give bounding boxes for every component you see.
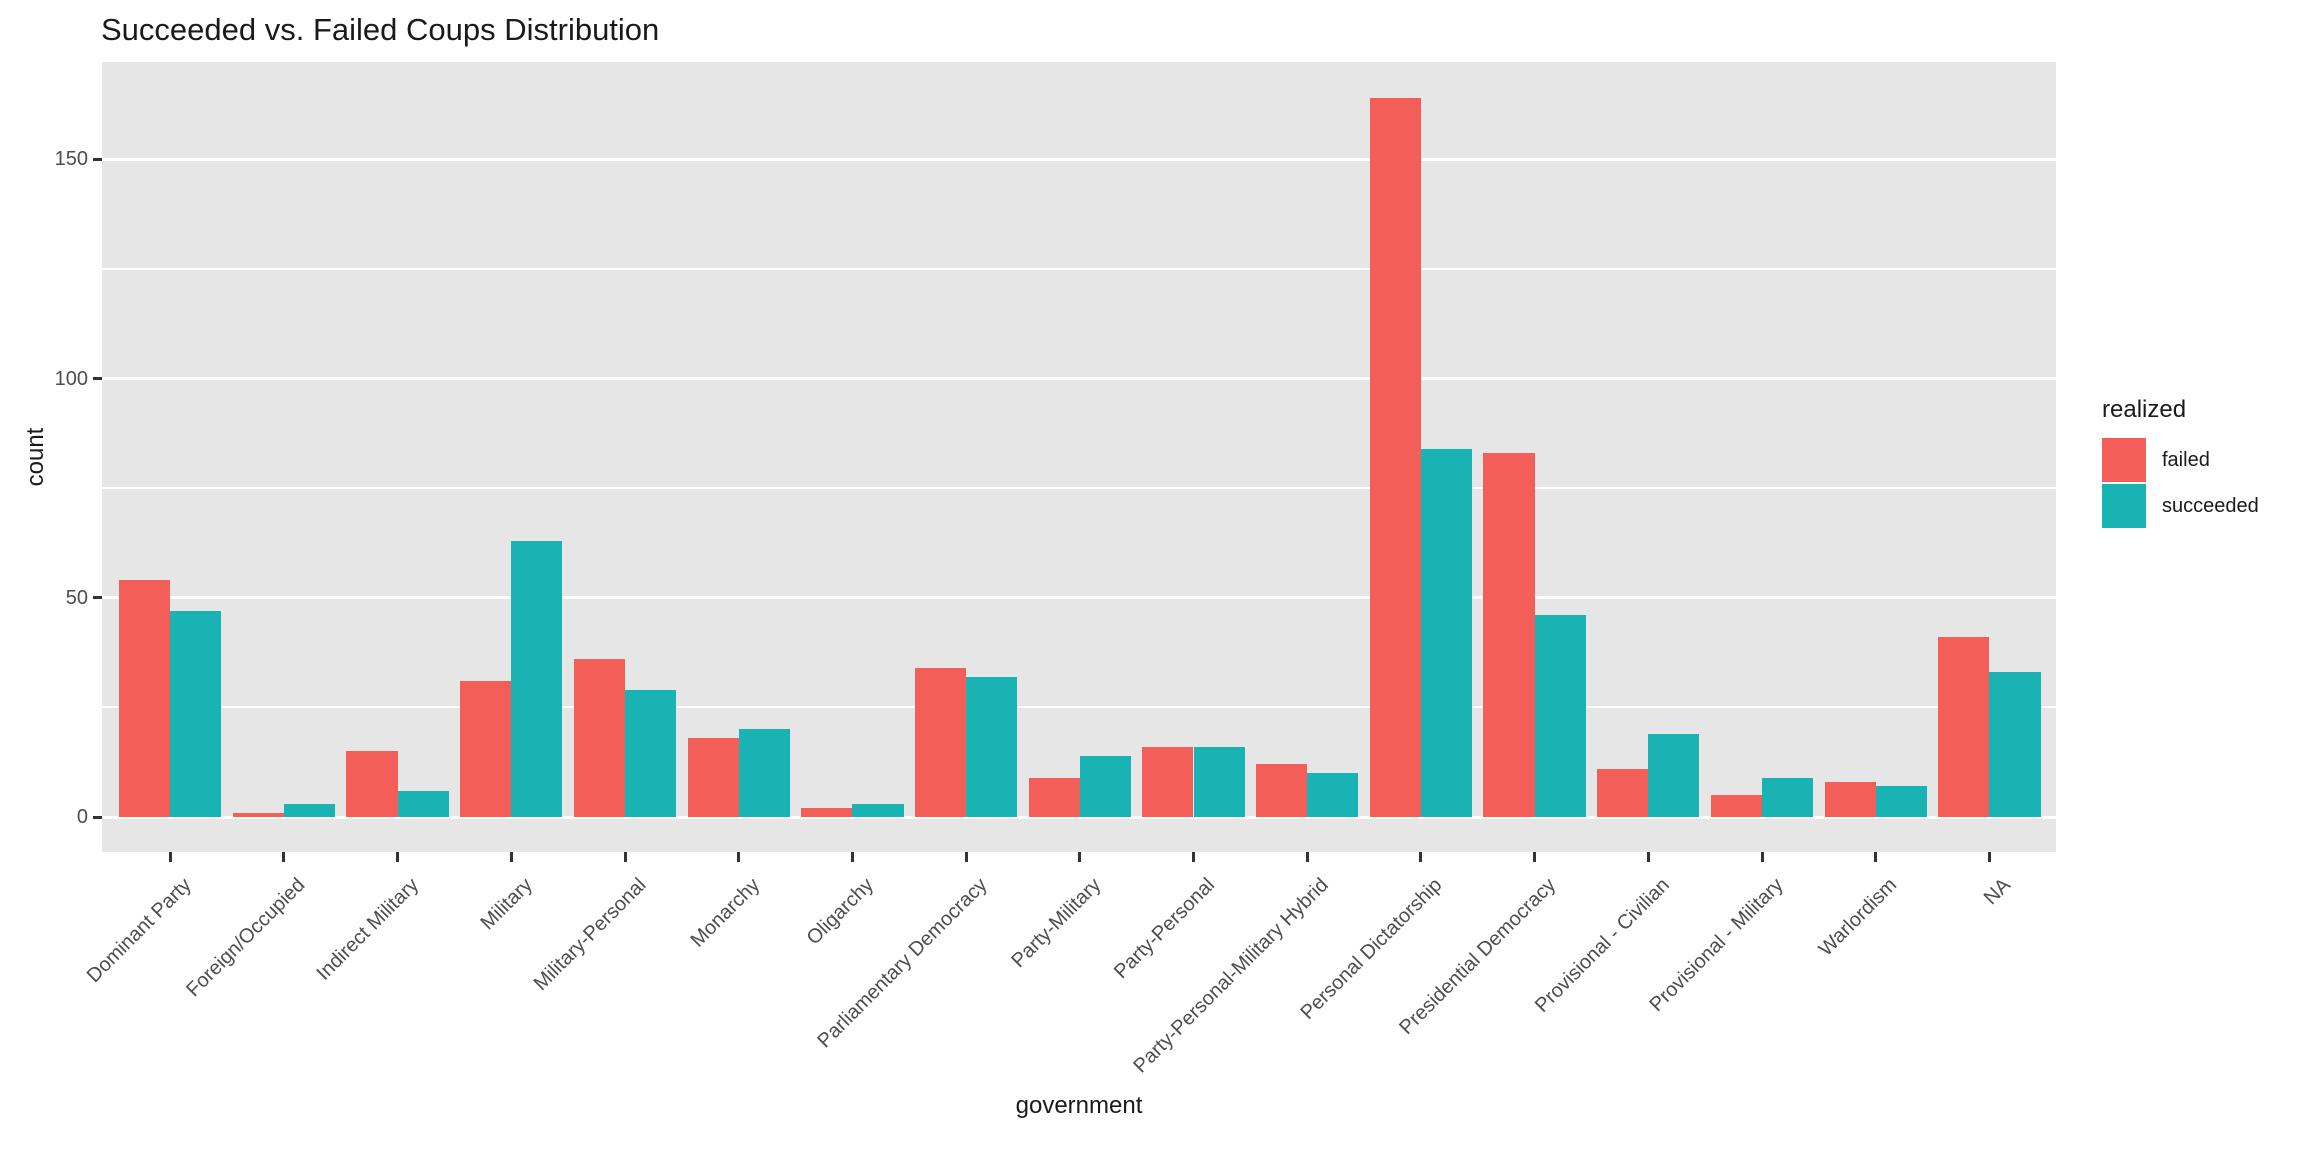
chart-title: Succeeded vs. Failed Coups Distribution <box>101 12 660 47</box>
bar-failed-11 <box>1369 97 1421 817</box>
x-tick-mark-7 <box>964 852 968 862</box>
x-tick-mark-1 <box>282 852 286 862</box>
x-tick-mark-2 <box>396 852 400 862</box>
bar-succeeded-6 <box>852 803 904 817</box>
bar-succeeded-4 <box>625 689 677 817</box>
bar-failed-12 <box>1483 453 1535 817</box>
bar-failed-7 <box>914 667 967 817</box>
x-tick-mark-15 <box>1874 852 1878 862</box>
bar-succeeded-10 <box>1307 773 1359 817</box>
gridline-major-150 <box>102 157 2056 161</box>
x-tick-mark-12 <box>1533 852 1537 862</box>
gridline-minor-25 <box>102 706 2056 709</box>
legend: realized failed succeeded <box>2102 396 2259 530</box>
x-tick-mark-3 <box>509 852 513 862</box>
bar-failed-6 <box>801 808 853 817</box>
bar-failed-10 <box>1256 764 1308 817</box>
bar-failed-15 <box>1824 781 1876 817</box>
legend-label-succeeded: succeeded <box>2162 494 2259 517</box>
y-tick-label-100: 100 <box>54 367 88 390</box>
gridline-major-0 <box>102 815 2056 819</box>
bar-failed-16 <box>1938 637 1990 817</box>
y-tick-label-50: 50 <box>65 586 88 609</box>
bar-succeeded-3 <box>511 540 563 817</box>
bar-succeeded-7 <box>966 676 1018 817</box>
y-axis-title: count <box>22 427 49 487</box>
y-tick-mark-150 <box>93 157 102 161</box>
gridline-minor-75 <box>102 487 2056 490</box>
y-tick-label-150: 150 <box>54 148 88 171</box>
bar-succeeded-16 <box>1989 672 2041 817</box>
x-tick-mark-0 <box>168 852 172 862</box>
x-tick-mark-14 <box>1760 852 1764 862</box>
bar-succeeded-9 <box>1193 746 1245 817</box>
gridline-major-50 <box>102 596 2056 600</box>
bar-failed-1 <box>232 812 284 817</box>
bar-succeeded-11 <box>1420 448 1473 817</box>
bar-failed-13 <box>1597 768 1649 817</box>
x-tick-mark-16 <box>1987 852 1991 862</box>
bar-succeeded-2 <box>397 790 449 817</box>
y-tick-label-0: 0 <box>76 806 88 828</box>
bar-succeeded-12 <box>1534 615 1586 817</box>
x-axis-title: government <box>1015 1092 1143 1119</box>
bar-succeeded-5 <box>738 729 790 817</box>
bar-failed-4 <box>573 659 625 817</box>
x-tick-mark-11 <box>1419 852 1423 862</box>
y-tick-mark-100 <box>93 377 102 380</box>
x-tick-mark-10 <box>1305 852 1309 862</box>
bar-failed-2 <box>346 751 398 817</box>
bar-succeeded-13 <box>1648 733 1700 817</box>
bar-succeeded-0 <box>170 610 222 817</box>
legend-label-failed: failed <box>2162 448 2210 471</box>
legend-item-succeeded: succeeded <box>2102 484 2259 528</box>
legend-item-failed: failed <box>2102 438 2259 482</box>
plot-panel <box>102 62 2056 852</box>
y-tick-mark-0 <box>93 815 102 819</box>
bar-succeeded-14 <box>1762 777 1814 817</box>
x-tick-mark-4 <box>623 852 627 862</box>
x-tick-mark-9 <box>1192 852 1195 862</box>
legend-swatch-failed-icon <box>2102 438 2146 482</box>
legend-title: realized <box>2102 396 2187 423</box>
gridline-minor-125 <box>102 267 2056 270</box>
x-tick-mark-8 <box>1078 852 1082 862</box>
legend-swatch-succeeded-icon <box>2102 484 2146 528</box>
bar-failed-8 <box>1028 777 1080 817</box>
bar-failed-0 <box>119 580 171 817</box>
y-tick-mark-50 <box>93 596 102 600</box>
bar-failed-3 <box>460 681 512 817</box>
bar-failed-9 <box>1142 746 1194 817</box>
x-tick-mark-6 <box>850 852 854 862</box>
gridline-major-100 <box>102 377 2056 380</box>
x-tick-label-1: Foreign/Occupied <box>182 874 310 1002</box>
bar-failed-5 <box>687 738 739 817</box>
bar-succeeded-15 <box>1875 786 1927 817</box>
bar-failed-14 <box>1710 795 1762 817</box>
x-tick-mark-5 <box>737 852 741 862</box>
bar-succeeded-1 <box>283 803 336 817</box>
bar-succeeded-8 <box>1079 755 1131 817</box>
x-tick-mark-13 <box>1646 852 1650 862</box>
